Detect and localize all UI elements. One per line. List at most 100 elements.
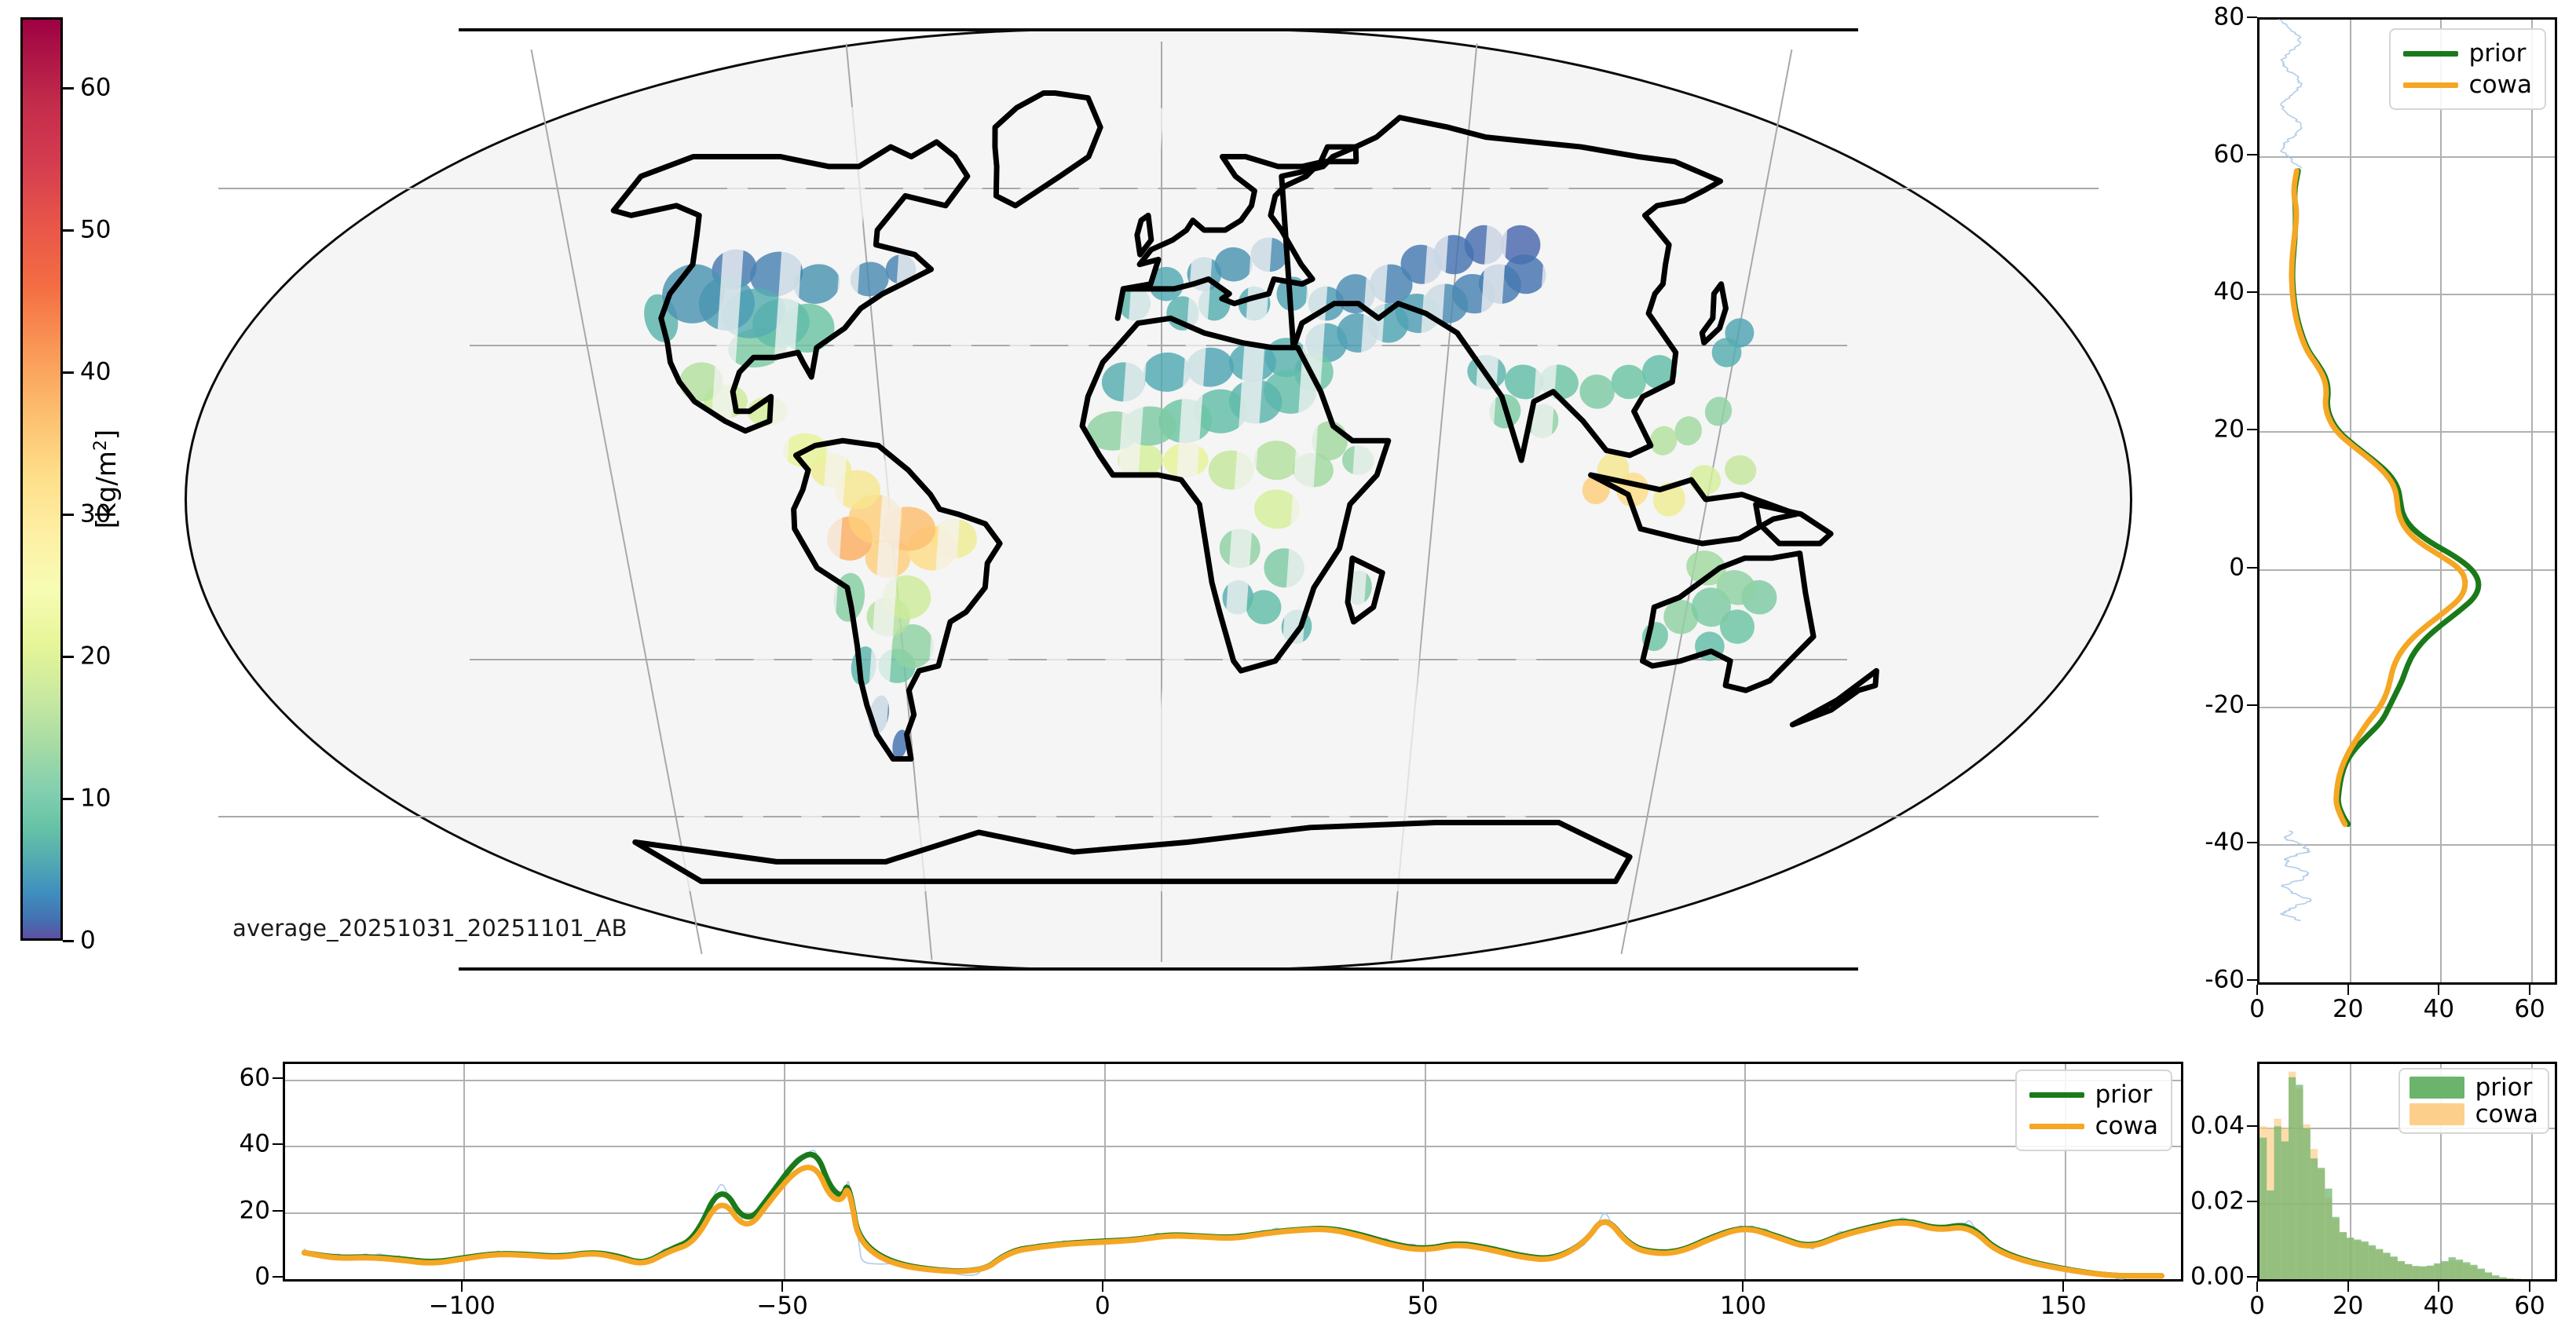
map-projection-area: average_20251031_20251101_AB <box>185 28 2132 971</box>
colorbar-tick <box>63 229 74 232</box>
axis-label-x: 0 <box>2249 995 2265 1023</box>
map-frame: average_20251031_20251101_AB <box>126 9 2191 999</box>
histogram-bar-prior <box>2477 1268 2485 1279</box>
world-map-panel[interactable]: average_20251031_20251101_AB <box>126 9 2191 999</box>
axis-label-x: 0 <box>1095 1292 1111 1320</box>
histogram-bar-prior <box>2289 1077 2296 1279</box>
histogram-bar-prior <box>2274 1126 2281 1279</box>
gridline-horizontal <box>2259 1202 2555 1205</box>
axis-tick-x <box>1742 1282 1744 1292</box>
axis-label-y: 0 <box>254 1262 270 1291</box>
legend-row-prior: prior <box>2409 1074 2538 1101</box>
axis-label-x: 0 <box>2249 1292 2265 1320</box>
map-data-blob <box>1711 338 1742 367</box>
histogram-bar-prior <box>2455 1260 2464 1279</box>
gridline-horizontal <box>285 1212 2181 1214</box>
axis-label-y: 0.02 <box>2190 1187 2245 1216</box>
gridline-horizontal <box>285 1146 2181 1148</box>
latitude-raw-data-north <box>2278 19 2303 169</box>
longitude-legend: prior cowa <box>2014 1070 2172 1151</box>
gridline-vertical <box>2440 20 2442 982</box>
coastline-europe <box>1114 144 1359 321</box>
latitude-raw-data-south <box>2280 830 2312 921</box>
coastline-australia <box>1640 550 1817 693</box>
axis-tick-y <box>2247 1276 2257 1278</box>
map-coastlines <box>610 90 1879 884</box>
axis-label-y: -40 <box>2205 828 2245 857</box>
gridline-horizontal <box>285 1080 2181 1082</box>
latitude-profile-panel[interactable]: -60 -40 -20 0 20 40 60 80 0 20 40 60 prior cowa <box>2205 5 2557 1022</box>
axis-label-y: 0 <box>2229 553 2245 582</box>
graticule-longitude <box>1161 42 1162 962</box>
latitude-line-cowa <box>2289 168 2468 828</box>
map-data-layer <box>644 107 1777 892</box>
longitude-line-cowa <box>302 1165 2164 1279</box>
legend-row-prior: prior <box>2402 38 2532 69</box>
map-swath-gap <box>1089 107 1164 892</box>
histogram-bar-prior <box>2339 1231 2347 1279</box>
histogram-bar-prior <box>2499 1277 2507 1279</box>
histogram-bar-prior <box>2441 1260 2449 1279</box>
legend-swatch-cowa <box>2409 1103 2464 1125</box>
gridline-horizontal <box>2259 706 2555 708</box>
axis-tick-x <box>2062 1282 2065 1292</box>
coastline-asia <box>1279 115 1724 463</box>
colorbar-tick-label: 10 <box>80 784 112 813</box>
map-data-blob <box>1686 550 1726 586</box>
histogram-panel[interactable]: 0.00 0.02 0.04 0 20 40 60 prior cowa <box>2190 1062 2557 1318</box>
map-data-blob <box>891 624 934 669</box>
map-data-blob <box>662 264 725 324</box>
axis-label-x: 150 <box>2040 1292 2087 1320</box>
legend-label-cowa: cowa <box>2095 1111 2158 1140</box>
graticule-latitude <box>470 659 1847 660</box>
axis-label-x: 50 <box>1407 1292 1439 1320</box>
graticule-latitude <box>218 188 2099 189</box>
histogram-bar-prior <box>2267 1190 2274 1279</box>
axis-label-x: −100 <box>428 1292 496 1320</box>
axis-tick-x <box>2347 1282 2349 1292</box>
histogram-bar-prior <box>2368 1245 2377 1279</box>
map-annotation-label: average_20251031_20251101_AB <box>232 915 628 942</box>
histogram-bar-prior <box>2506 1278 2514 1279</box>
axis-label-y: 40 <box>239 1129 270 1158</box>
map-swath-gap <box>1206 107 1282 892</box>
axis-tick-y <box>2247 1200 2257 1202</box>
colorbar-tick-label: 20 <box>80 642 112 671</box>
legend-swatch-prior <box>2402 50 2458 57</box>
map-data-blob <box>1143 352 1191 392</box>
histogram-bar-prior <box>2332 1216 2340 1279</box>
histogram-bar-prior <box>2303 1128 2311 1279</box>
axis-tick-y <box>2247 291 2257 294</box>
axis-tick-x <box>2347 985 2349 995</box>
gridline-vertical <box>2349 20 2351 982</box>
map-swath-gap <box>796 107 871 892</box>
longitude-profile-plot <box>302 1150 2164 1280</box>
axis-tick-y <box>2247 841 2257 843</box>
axis-tick-x <box>2529 985 2531 995</box>
map-data-blob <box>1719 609 1755 644</box>
map-data-blob <box>1725 455 1757 485</box>
histogram-bar-prior <box>2463 1262 2471 1279</box>
axis-label-y: 0.00 <box>2190 1262 2245 1291</box>
map-data-blob <box>1500 225 1541 265</box>
map-swath-gap <box>1382 107 1458 892</box>
coastline-madagascar <box>1345 555 1385 625</box>
histogram-bar-prior <box>2383 1252 2391 1279</box>
gridline-horizontal <box>2259 156 2555 159</box>
histogram-bar-prior <box>2492 1275 2500 1279</box>
histogram-bar-prior <box>2376 1249 2384 1279</box>
gridline-vertical <box>1103 1064 1106 1279</box>
latitude-legend: prior cowa <box>2388 28 2546 110</box>
colorbar: 0 10 20 30 40 50 60 [kg/m2] <box>20 17 123 953</box>
histogram-bar-prior <box>2347 1238 2355 1279</box>
longitude-profile-panel[interactable]: 0 20 40 60 −100 −50 0 50 100 150 prior cowa <box>240 1062 2183 1318</box>
histogram-bar-prior <box>2361 1241 2369 1279</box>
axis-tick-y <box>2247 154 2257 156</box>
axis-tick-x <box>781 1282 784 1292</box>
histogram-bar-prior <box>2310 1158 2318 1279</box>
axis-label-x: 40 <box>2423 1292 2455 1320</box>
axis-label-y: 60 <box>2213 140 2245 169</box>
axis-label-x: 60 <box>2514 1292 2545 1320</box>
map-swath-gap <box>854 107 930 892</box>
map-data-blob <box>1704 397 1733 426</box>
